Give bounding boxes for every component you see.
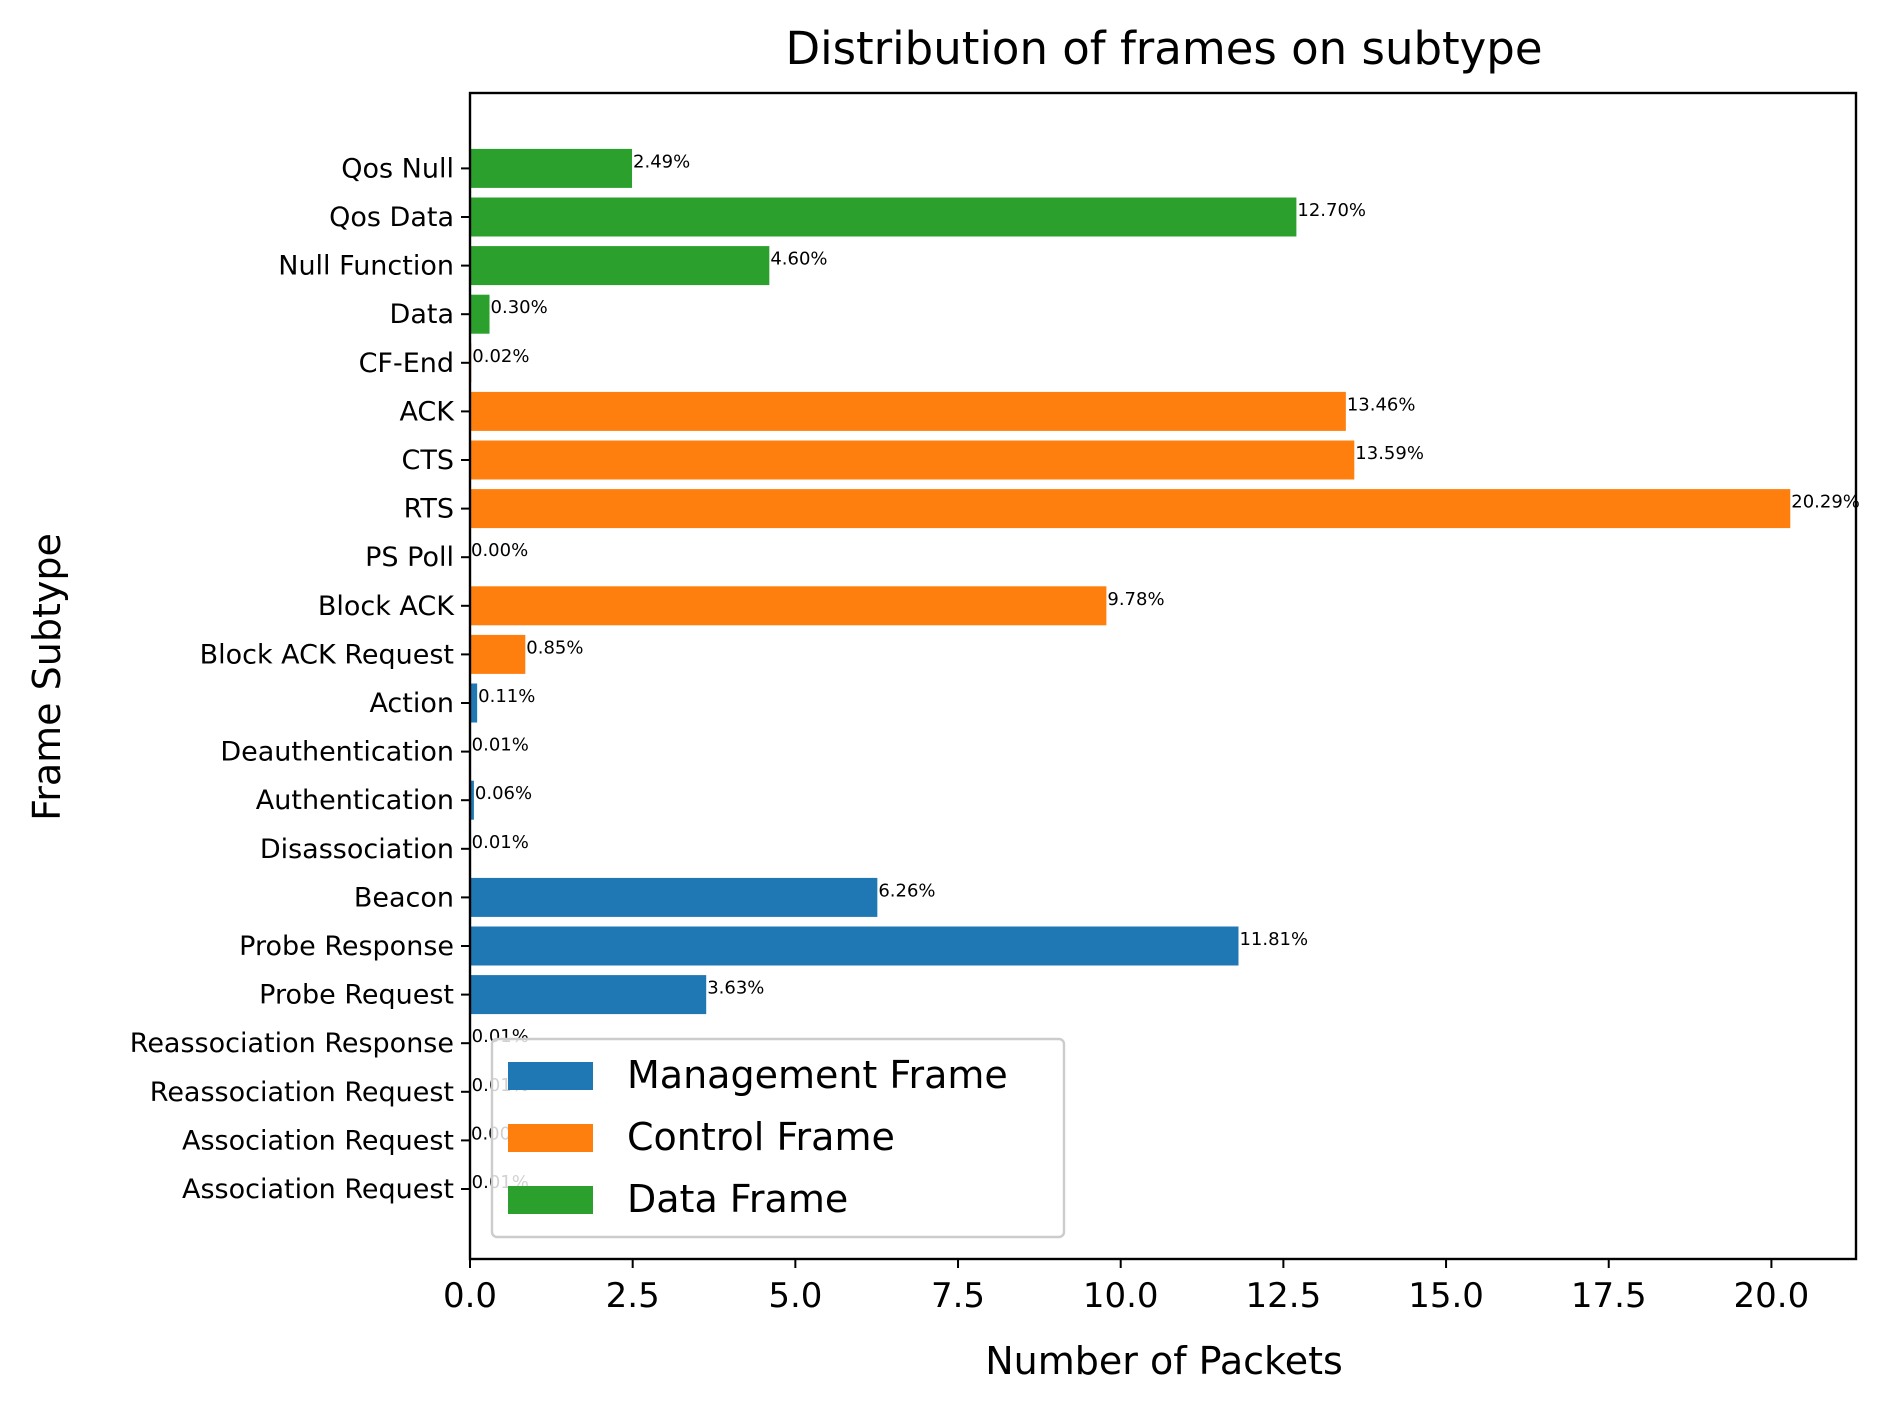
x-tick-label: 17.5	[1571, 1276, 1647, 1316]
bar-value-label: 13.46%	[1347, 394, 1416, 415]
y-tick-label: Data	[390, 299, 454, 330]
x-tick-label: 0.0	[443, 1276, 497, 1316]
x-tick-label: 5.0	[768, 1276, 822, 1316]
y-tick-label: Deauthentication	[220, 737, 454, 768]
bar	[470, 440, 1355, 480]
bar	[470, 391, 1346, 431]
y-tick-label: Qos Null	[341, 153, 454, 184]
bar	[470, 780, 474, 820]
y-tick-label: Beacon	[354, 882, 454, 913]
bar	[470, 294, 490, 334]
y-tick-label: Association Request	[182, 1174, 454, 1205]
bar-value-label: 2.49%	[633, 151, 690, 172]
y-tick-label: Block ACK	[318, 591, 455, 622]
y-tick-label: Action	[369, 688, 454, 719]
x-tick-label: 20.0	[1734, 1276, 1810, 1316]
bar-value-label: 12.70%	[1297, 200, 1366, 221]
y-tick-label: ACK	[399, 396, 455, 427]
bar	[470, 634, 526, 674]
y-tick-label: Null Function	[278, 251, 454, 282]
bar-value-label: 11.81%	[1239, 929, 1308, 950]
y-tick-label: Authentication	[256, 785, 454, 816]
x-tick-label: 15.0	[1408, 1276, 1484, 1316]
legend: Management Frame Control Frame Data Frame	[490, 1037, 1066, 1239]
x-axis-ticks: 0.0 2.5 5.0 7.5 10.0 12.5 15.0 17.5 20.0	[443, 1259, 1809, 1316]
y-tick-label: Probe Request	[259, 980, 454, 1011]
legend-swatch	[508, 1186, 593, 1214]
y-tick-label: CTS	[402, 445, 454, 476]
y-tick-label: Probe Response	[239, 931, 454, 962]
bar	[470, 586, 1107, 626]
bar	[470, 975, 707, 1015]
bar	[470, 926, 1239, 966]
legend-swatch	[508, 1062, 593, 1090]
y-tick-label: Association Request	[182, 1125, 454, 1156]
bar-value-label: 0.85%	[526, 637, 583, 658]
legend-label: Management Frame	[627, 1053, 1008, 1097]
y-tick-label: CF-End	[359, 348, 454, 379]
bar-value-label: 0.01%	[472, 735, 529, 756]
legend-box	[490, 1037, 1066, 1239]
y-tick-label: Reassociation Request	[150, 1077, 454, 1108]
legend-swatch	[508, 1124, 593, 1152]
chart-title: Distribution of frames on subtype	[785, 22, 1542, 75]
y-tick-label: Qos Data	[329, 202, 454, 233]
x-tick-label: 7.5	[931, 1276, 985, 1316]
bar-value-label: 0.06%	[475, 783, 532, 804]
x-tick-label: 2.5	[606, 1276, 660, 1316]
bar-value-label: 13.59%	[1355, 443, 1424, 464]
y-axis-ticks: Association Request Association Request Re…	[130, 153, 470, 1205]
bar-value-label: 4.60%	[770, 249, 827, 270]
bar-value-label: 9.78%	[1107, 589, 1164, 610]
bar-value-label: 0.11%	[478, 686, 535, 707]
bar	[470, 489, 1791, 529]
bar-value-label: 0.02%	[472, 346, 529, 367]
bar-value-label: 0.01%	[472, 832, 529, 853]
x-tick-label: 12.5	[1246, 1276, 1322, 1316]
bar-value-label: 20.29%	[1791, 492, 1860, 513]
bar-value-label: 0.00%	[471, 540, 528, 561]
y-tick-label: RTS	[404, 494, 454, 525]
bar-value-label: 6.26%	[878, 880, 935, 901]
bar	[470, 148, 633, 188]
y-tick-label: Disassociation	[260, 834, 454, 865]
bar	[470, 246, 770, 286]
bar	[470, 197, 1297, 237]
bar-value-label: 0.30%	[491, 297, 548, 318]
y-tick-label: Block ACK Request	[200, 639, 454, 670]
x-axis-label: Number of Packets	[985, 1339, 1343, 1383]
legend-label: Data Frame	[627, 1177, 848, 1221]
bar-value-label: 3.63%	[707, 978, 764, 999]
bar	[470, 683, 478, 723]
bars-layer	[470, 148, 1791, 1209]
bar	[470, 877, 878, 917]
legend-label: Control Frame	[627, 1115, 895, 1159]
y-tick-label: Reassociation Response	[130, 1028, 454, 1059]
y-axis-label: Frame Subtype	[25, 533, 69, 821]
y-tick-label: PS Poll	[365, 542, 454, 573]
x-tick-label: 10.0	[1083, 1276, 1159, 1316]
plot-area-frame	[468, 91, 1858, 1261]
